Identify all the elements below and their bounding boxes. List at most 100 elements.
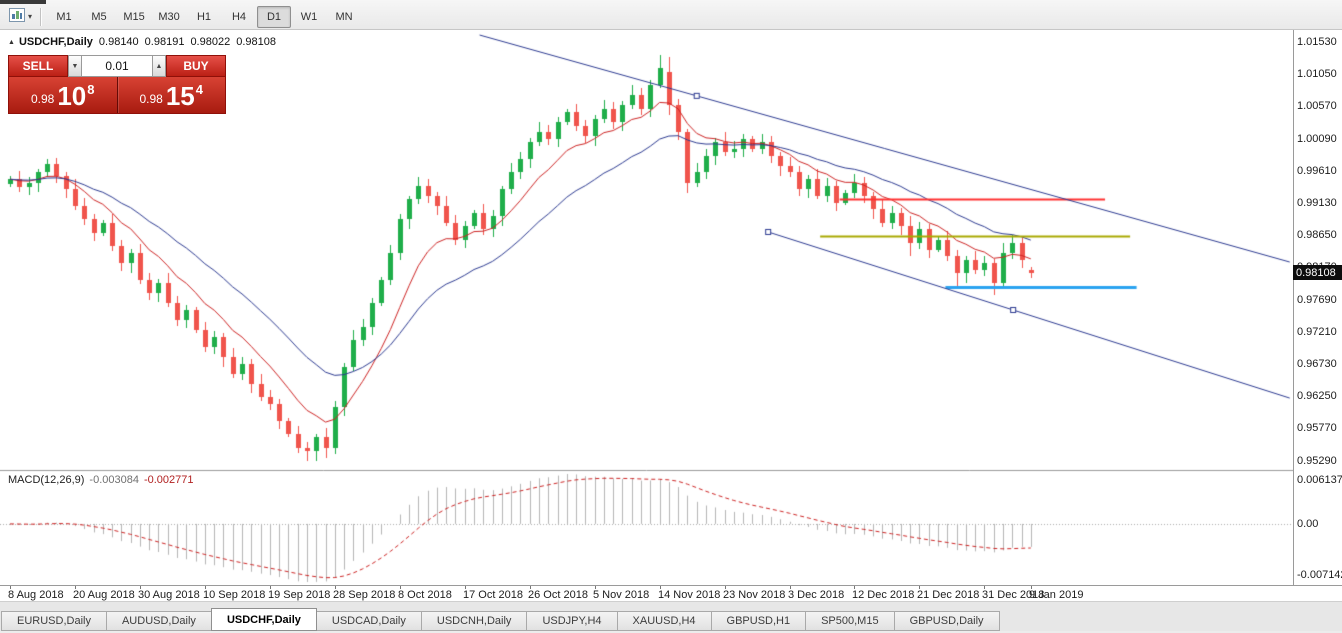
window-chrome-strip: [0, 0, 46, 4]
timeframe-button-m1[interactable]: M1: [56, 10, 72, 23]
volume-control: ▼ 0.01 ▲: [68, 55, 166, 77]
date-axis-label: 30 Aug 2018: [138, 589, 200, 601]
macd-indicator-label: MACD(12,26,9) -0.003084 -0.002771: [8, 474, 194, 486]
date-axis-label: 23 Nov 2018: [723, 589, 786, 601]
sell-price-prefix: 0.98: [30, 92, 55, 106]
macd-name: MACD(12,26,9): [8, 474, 85, 486]
toolbar-separator: [40, 7, 42, 26]
chart-tab-sp500-m15[interactable]: SP500,M15: [805, 611, 895, 631]
one-click-trade-panel: SELL ▼ 0.01 ▲ BUY 0.98 10 8 0.98 15 4: [8, 55, 226, 114]
price-axis-label: 1.00570: [1297, 100, 1337, 112]
chart-tab-gbpusd-daily[interactable]: GBPUSD,Daily: [893, 611, 1000, 631]
price-axis[interactable]: 1.01530 1.01050 1.00570 1.00090 0.99610 0.991…: [1293, 30, 1342, 585]
timeframe-button-h4[interactable]: H4: [231, 10, 247, 23]
chart-tab-gbpusd-h1[interactable]: GBPUSD,H1: [710, 611, 807, 631]
macd-main-value: -0.003084: [89, 474, 139, 486]
buy-price-pip: 4: [195, 82, 203, 97]
date-axis-label: 10 Sep 2018: [203, 589, 266, 601]
buy-price-big: 15: [165, 81, 195, 111]
date-axis-label: 8 Aug 2018: [8, 589, 64, 601]
price-axis-label: 0.96730: [1297, 358, 1337, 370]
ohlc-close: 0.98108: [236, 36, 276, 48]
date-tick-mark: [75, 586, 76, 589]
price-axis-label: 0.95770: [1297, 422, 1337, 434]
symbol-marker-icon: ▲: [8, 38, 15, 46]
date-axis-label: 26 Oct 2018: [528, 589, 588, 601]
macd-axis-label: 0.00: [1297, 518, 1319, 530]
macd-signal-value: -0.002771: [143, 474, 194, 486]
date-axis-label: 14 Nov 2018: [658, 589, 721, 601]
chart-tab-usdchf-daily[interactable]: USDCHF,Daily: [210, 608, 317, 631]
current-price-label: 0.98108: [1293, 265, 1342, 280]
timeframe-button-m30[interactable]: M30: [158, 10, 180, 23]
date-axis-label: 28 Sep 2018: [333, 589, 396, 601]
date-tick-mark: [270, 586, 271, 589]
sell-price-display[interactable]: 0.98 10 8: [9, 77, 117, 113]
chart-header: ▲ USDCHF,Daily 0.98140 0.98191 0.98022 0…: [8, 36, 276, 48]
date-axis-label: 20 Aug 2018: [73, 589, 135, 601]
date-axis-label: 31 Dec 2018: [982, 589, 1045, 601]
buy-price-display[interactable]: 0.98 15 4: [116, 77, 226, 113]
timeframe-buttons: M1 M5 M15 M30 H1 H4 D1 W1 MN: [47, 5, 362, 28]
price-axis-label: 0.97690: [1297, 294, 1337, 306]
price-axis-label: 1.01530: [1297, 36, 1337, 48]
date-tick-mark: [984, 586, 985, 589]
date-tick-mark: [595, 586, 596, 589]
date-axis-label: 3 Dec 2018: [788, 589, 845, 601]
date-axis-label: 19 Sep 2018: [268, 589, 331, 601]
date-tick-mark: [790, 586, 791, 589]
date-axis-label: 12 Dec 2018: [852, 589, 915, 601]
buy-price-prefix: 0.98: [139, 92, 163, 106]
timeframe-button-w1[interactable]: W1: [300, 10, 318, 23]
price-axis-label: 0.95290: [1297, 455, 1337, 467]
chart-tab-usdjpy-h4[interactable]: USDJPY,H4: [526, 611, 618, 631]
date-tick-mark: [465, 586, 466, 589]
volume-increase-button[interactable]: ▲: [152, 55, 166, 77]
sell-button[interactable]: SELL: [8, 55, 68, 77]
date-tick-mark: [725, 586, 726, 589]
chart-tab-audusd-daily[interactable]: AUDUSD,Daily: [105, 611, 212, 631]
date-tick-mark: [530, 586, 531, 589]
date-axis-label: 9 Jan 2019: [1029, 589, 1084, 601]
chart-tab-bar: EURUSD,Daily AUDUSD,Daily USDCHF,Daily USDC…: [0, 601, 1342, 631]
date-axis-label: 21 Dec 2018: [917, 589, 980, 601]
buy-button[interactable]: BUY: [166, 55, 226, 77]
ohlc-high: 0.98191: [144, 36, 185, 48]
timeframe-button-m5[interactable]: M5: [91, 10, 107, 23]
price-axis-label: 0.99130: [1297, 197, 1337, 209]
macd-axis-label: 0.006137: [1297, 474, 1342, 486]
price-axis-label: 0.99610: [1297, 165, 1337, 177]
chart-tab-eurusd-daily[interactable]: EURUSD,Daily: [1, 611, 107, 631]
date-tick-mark: [919, 586, 920, 589]
price-axis-label: 0.96250: [1297, 390, 1337, 402]
ohlc-low: 0.98022: [190, 36, 231, 48]
sell-price-pip: 8: [87, 82, 95, 97]
volume-decrease-button[interactable]: ▼: [68, 55, 82, 77]
chevron-down-icon: ▾: [28, 11, 33, 21]
chart-grid-icon: [9, 8, 25, 25]
chart-tab-usdcnh-daily[interactable]: USDCNH,Daily: [420, 611, 528, 631]
ohlc-open: 0.98140: [98, 36, 139, 48]
timeframe-button-h1[interactable]: H1: [196, 10, 212, 23]
date-tick-mark: [140, 586, 141, 589]
timeframe-toolbar: ▾ M1 M5 M15 M30 H1 H4 D1 W1 MN: [0, 0, 1342, 30]
macd-axis-label: -0.007142: [1297, 569, 1342, 581]
volume-input[interactable]: 0.01: [82, 55, 152, 77]
chart-tool-button[interactable]: ▾: [5, 6, 36, 27]
timeframe-button-d1[interactable]: D1: [257, 5, 292, 28]
date-axis-label: 8 Oct 2018: [398, 589, 452, 601]
timeframe-button-mn[interactable]: MN: [335, 10, 353, 23]
date-axis[interactable]: 8 Aug 2018 20 Aug 2018 30 Aug 2018 10 Sep 2…: [0, 585, 1342, 602]
chart-tab-usdcad-daily[interactable]: USDCAD,Daily: [315, 611, 422, 631]
date-tick-mark: [854, 586, 855, 589]
chart-tab-xauusd-h4[interactable]: XAUUSD,H4: [616, 611, 712, 631]
date-axis-label: 5 Nov 2018: [593, 589, 650, 601]
price-chart-canvas[interactable]: [0, 30, 1293, 585]
date-tick-mark: [205, 586, 206, 589]
date-axis-label: 17 Oct 2018: [463, 589, 523, 601]
date-tick-mark: [660, 586, 661, 589]
date-tick-mark: [400, 586, 401, 589]
timeframe-button-m15[interactable]: M15: [123, 10, 145, 23]
price-axis-label: 1.00090: [1297, 133, 1337, 145]
